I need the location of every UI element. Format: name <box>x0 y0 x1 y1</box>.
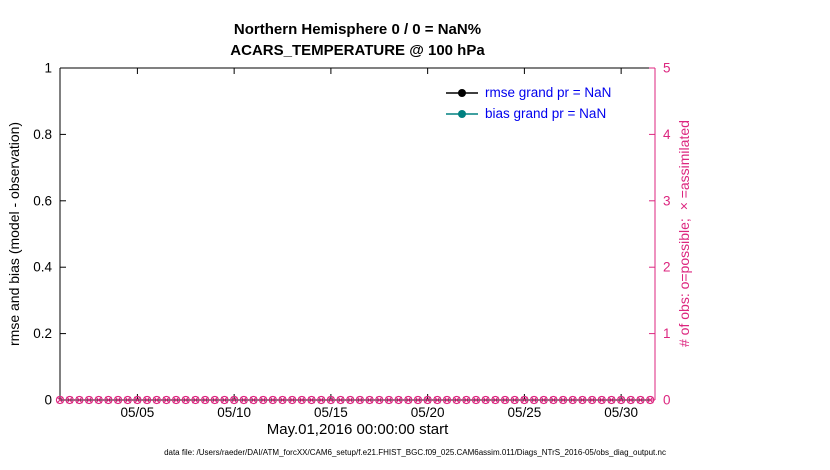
obs-marker <box>297 395 307 405</box>
obs-marker <box>123 395 132 405</box>
obs-marker <box>355 395 365 405</box>
obs-marker <box>268 395 277 405</box>
obs-marker <box>500 395 510 405</box>
data-file-path: data file: /Users/raeder/DAI/ATM_forcXX/… <box>164 448 666 457</box>
obs-marker <box>481 395 490 405</box>
obs-marker <box>597 395 606 405</box>
obs-marker <box>210 395 219 405</box>
obs-marker <box>607 395 616 405</box>
chart-title-block: Northern Hemisphere 0 / 0 = NaN% ACARS_T… <box>60 19 655 61</box>
obs-marker <box>229 395 239 405</box>
x-tick-label: 05/15 <box>314 405 348 420</box>
obs-marker <box>626 395 635 405</box>
x-tick-label: 05/10 <box>217 405 251 420</box>
obs-marker <box>239 395 248 405</box>
y-left-tick-label: 0 <box>44 393 52 408</box>
obs-marker <box>462 395 471 405</box>
x-tick-label: 05/30 <box>604 405 638 420</box>
obs-marker <box>346 395 355 405</box>
y-right-tick-label: 2 <box>663 260 671 275</box>
obs-marker <box>104 395 113 405</box>
obs-marker <box>65 395 74 405</box>
obs-marker <box>646 395 655 405</box>
obs-marker <box>384 395 394 405</box>
obs-marker <box>278 395 287 405</box>
obs-marker <box>133 395 142 405</box>
obs-marker <box>336 395 345 405</box>
obs-marker <box>259 395 268 405</box>
y-right-tick-label: 0 <box>663 393 671 408</box>
obs-marker <box>162 395 171 405</box>
obs-marker <box>152 395 161 405</box>
obs-marker <box>442 395 452 405</box>
obs-marker <box>317 395 326 405</box>
obs-marker <box>549 395 558 405</box>
obs-marker <box>113 395 123 405</box>
bias-line-swatch <box>446 109 478 118</box>
obs-marker <box>75 395 84 405</box>
y-left-tick-label: 0.4 <box>33 260 52 275</box>
obs-marker <box>529 395 539 405</box>
rmse-line-swatch <box>446 88 478 97</box>
obs-marker <box>307 395 316 405</box>
obs-marker <box>578 395 587 405</box>
x-tick-label: 05/20 <box>411 405 445 420</box>
y-left-tick-label: 0.6 <box>33 193 52 208</box>
obs-marker <box>249 395 258 405</box>
obs-marker <box>84 395 94 405</box>
obs-marker <box>413 395 423 405</box>
obs-marker <box>142 395 152 405</box>
obs-marker <box>326 395 336 405</box>
obs-marker <box>191 395 200 405</box>
obs-marker <box>404 395 413 405</box>
obs-marker <box>452 395 461 405</box>
obs-marker <box>587 395 597 405</box>
obs-marker <box>539 395 548 405</box>
obs-marker <box>510 395 519 405</box>
y-right-tick-label: 3 <box>663 193 671 208</box>
obs-marker <box>471 395 481 405</box>
obs-marker <box>200 395 210 405</box>
y-left-tick-label: 0.8 <box>33 127 52 142</box>
chart-title: Northern Hemisphere 0 / 0 = NaN% <box>233 21 482 38</box>
obs-marker <box>181 395 190 405</box>
y-left-tick-label: 1 <box>44 61 52 76</box>
obs-marker <box>288 395 297 405</box>
x-axis-label: May.01,2016 00:00:00 start <box>266 421 449 438</box>
obs-marker <box>568 395 577 405</box>
obs-marker <box>171 395 181 405</box>
obs-marker <box>94 395 103 405</box>
obs-marker <box>365 395 374 405</box>
obs-marker <box>491 395 500 405</box>
obs-marker <box>375 395 384 405</box>
obs-marker <box>220 395 229 405</box>
y-right-tick-label: 1 <box>663 326 671 341</box>
obs-marker <box>636 395 645 405</box>
obs-marker <box>520 395 529 405</box>
legend: rmse grand pr = NaN bias grand pr = NaN <box>446 82 611 124</box>
legend-label-bias: bias grand pr = NaN <box>485 106 607 121</box>
obs-marker <box>433 395 442 405</box>
x-tick-label: 05/25 <box>507 405 541 420</box>
chart-subtitle: ACARS_TEMPERATURE @ 100 hPa <box>230 42 485 59</box>
x-tick-label: 05/05 <box>120 405 154 420</box>
y-left-tick-label: 0.2 <box>33 326 52 341</box>
obs-marker <box>558 395 568 405</box>
obs-marker <box>423 395 432 405</box>
legend-item-rmse: rmse grand pr = NaN <box>446 82 611 103</box>
y-right-tick-label: 5 <box>663 61 671 76</box>
legend-item-bias: bias grand pr = NaN <box>446 103 611 124</box>
legend-label-rmse: rmse grand pr = NaN <box>485 85 612 100</box>
obs-marker <box>394 395 403 405</box>
obs-marker <box>616 395 626 405</box>
obs-marker <box>55 395 65 405</box>
y-right-tick-label: 4 <box>663 127 671 142</box>
